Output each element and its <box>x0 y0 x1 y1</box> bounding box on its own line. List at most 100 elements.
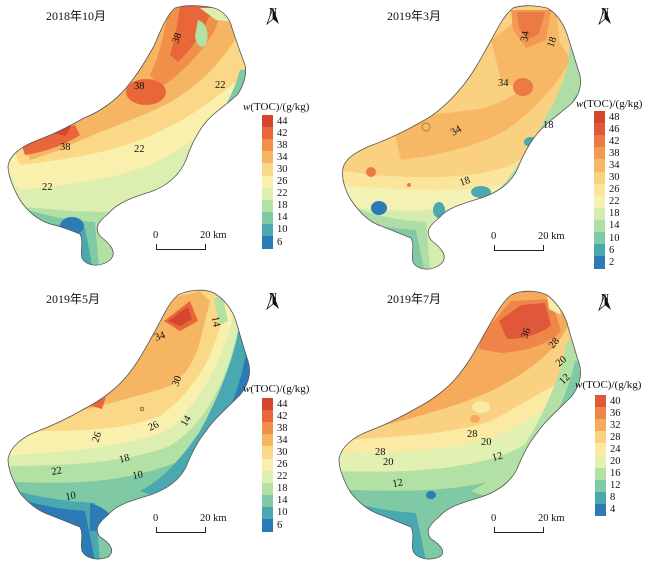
legend-tick-label: 2 <box>609 256 615 268</box>
legend-tick-label: 30 <box>609 172 620 183</box>
legend-tick-label: 4 <box>610 504 616 516</box>
contour-label: 22 <box>42 182 53 193</box>
legend-swatch <box>262 236 273 249</box>
legend-swatch <box>595 443 606 456</box>
legend-swatch <box>594 219 605 233</box>
legend-swatch <box>594 207 605 221</box>
contour-label: 26 <box>90 430 104 444</box>
contour-label: 38 <box>134 81 145 92</box>
legend-swatch <box>594 195 605 209</box>
legend-tick-label: 30 <box>277 446 288 458</box>
contour-label: 18 <box>118 453 131 466</box>
legend-tick-label: 6 <box>277 236 283 248</box>
legend-swatch <box>262 398 273 411</box>
legend-tick-label: 8 <box>610 492 616 504</box>
panel-title: 2019年5月 <box>46 292 101 306</box>
legend-tick-label: 40 <box>610 395 621 407</box>
legend-swatch <box>594 111 605 124</box>
contour-label: 28 <box>467 429 478 440</box>
legend-swatch <box>262 470 273 484</box>
contour-label: 22 <box>215 80 226 91</box>
legend-tick-label: 24 <box>610 443 621 455</box>
map-2019-05: 14 34 30 26 26 14 22 18 10 10 <box>7 289 251 560</box>
contour-label: 22 <box>134 144 145 155</box>
legend-tick-label: 38 <box>609 147 620 159</box>
legend-title: w(TOC)/(g/kg) <box>576 98 643 110</box>
legend-tick-label: 44 <box>277 398 288 410</box>
legend-tick-label: 14 <box>609 220 620 232</box>
map-panel-2018-10: 38 38 22 38 22 22 2018年10月 N w(TOC)/(g/k… <box>0 0 331 280</box>
legend-tick-label: 26 <box>277 176 288 187</box>
legend-swatch <box>595 467 606 481</box>
legend-swatch <box>595 431 606 444</box>
legend-swatch <box>262 139 273 152</box>
north-arrow-icon <box>598 7 611 25</box>
legend-tick-label: 42 <box>277 127 288 139</box>
contour-label: 38 <box>170 31 184 45</box>
legend-title: w(TOC)/(g/kg) <box>575 379 642 391</box>
legend-tick-label: 10 <box>609 232 620 244</box>
legend-tick-label: 18 <box>277 200 288 212</box>
legend-swatch <box>262 211 273 225</box>
legend-tick-label: 22 <box>609 196 620 208</box>
contour-label: 14 <box>209 316 222 329</box>
legend-swatch <box>262 115 273 128</box>
legend-swatch <box>594 159 605 172</box>
legend-swatch <box>262 175 273 189</box>
north-arrow: N <box>265 6 281 25</box>
legend-tick-label: 14 <box>277 495 288 507</box>
contour-label: 30 <box>170 374 184 388</box>
legend-tick-label: 44 <box>277 115 288 127</box>
legend: 44 42 38 34 30 26 22 18 14 10 6 <box>262 398 302 532</box>
legend-swatch <box>595 503 606 517</box>
contour-label: 18 <box>458 175 472 189</box>
contour-label: 20 <box>383 457 394 468</box>
legend-swatch <box>594 123 605 136</box>
map-2019-03: 34 18 34 34 18 18 <box>341 5 582 270</box>
legend-swatch <box>595 491 606 505</box>
map-panel-2019-03: 34 18 34 34 18 18 2019年3月 N w(TOC)/(g/kg… <box>331 0 662 280</box>
legend-tick-label: 34 <box>277 151 288 163</box>
legend-tick-label: 6 <box>277 519 283 531</box>
legend-tick-label: 42 <box>277 410 288 422</box>
contour-label: 12 <box>491 451 504 464</box>
legend-tick-label: 14 <box>277 212 288 224</box>
legend-tick-label: 16 <box>610 468 621 480</box>
contour-label: 26 <box>147 419 161 433</box>
legend-swatch <box>594 183 605 197</box>
legend-tick-label: 38 <box>277 422 288 434</box>
legend-tick-label: 10 <box>277 224 288 236</box>
contour-label: 28 <box>375 447 386 458</box>
legend-swatch <box>262 410 273 423</box>
legend-swatch <box>262 506 273 520</box>
contour-label: 20 <box>481 437 492 448</box>
legend-swatch <box>595 455 606 469</box>
legend-tick-label: 46 <box>609 123 620 135</box>
contour-label: 34 <box>153 330 167 344</box>
map-2018-10: 38 38 22 38 22 22 <box>7 5 247 266</box>
map-2019-07: 36 28 20 12 28 20 28 20 12 12 <box>338 290 582 560</box>
contour-label: 36 <box>519 326 533 340</box>
contour-label: 10 <box>65 490 77 503</box>
legend-tick-label: 22 <box>277 188 288 200</box>
north-arrow-icon <box>266 292 279 310</box>
legend-tick-label: 38 <box>277 139 288 151</box>
legend-swatch <box>262 163 273 176</box>
legend-swatch <box>262 458 273 472</box>
contour-label: 38 <box>60 142 71 153</box>
legend-tick-label: 22 <box>277 471 288 483</box>
legend-swatch <box>595 479 606 493</box>
legend-swatch <box>262 482 273 496</box>
legend-tick-label: 34 <box>277 434 288 446</box>
legend-swatch <box>594 147 605 160</box>
panel-title: 2018年10月 <box>46 9 107 23</box>
legend-swatch <box>595 419 606 432</box>
north-arrow: N <box>597 292 613 311</box>
map-panel-2019-07: 36 28 20 12 28 20 28 20 12 12 2019年7月 N … <box>331 281 662 561</box>
legend-swatch <box>262 422 273 435</box>
legend-title: w(TOC)/(g/kg) <box>243 101 310 113</box>
legend: 40 36 32 28 24 20 16 12 8 4 <box>595 395 635 517</box>
legend: 44 42 38 34 30 26 22 18 14 10 6 <box>262 115 302 249</box>
contour-label: 18 <box>545 35 559 49</box>
